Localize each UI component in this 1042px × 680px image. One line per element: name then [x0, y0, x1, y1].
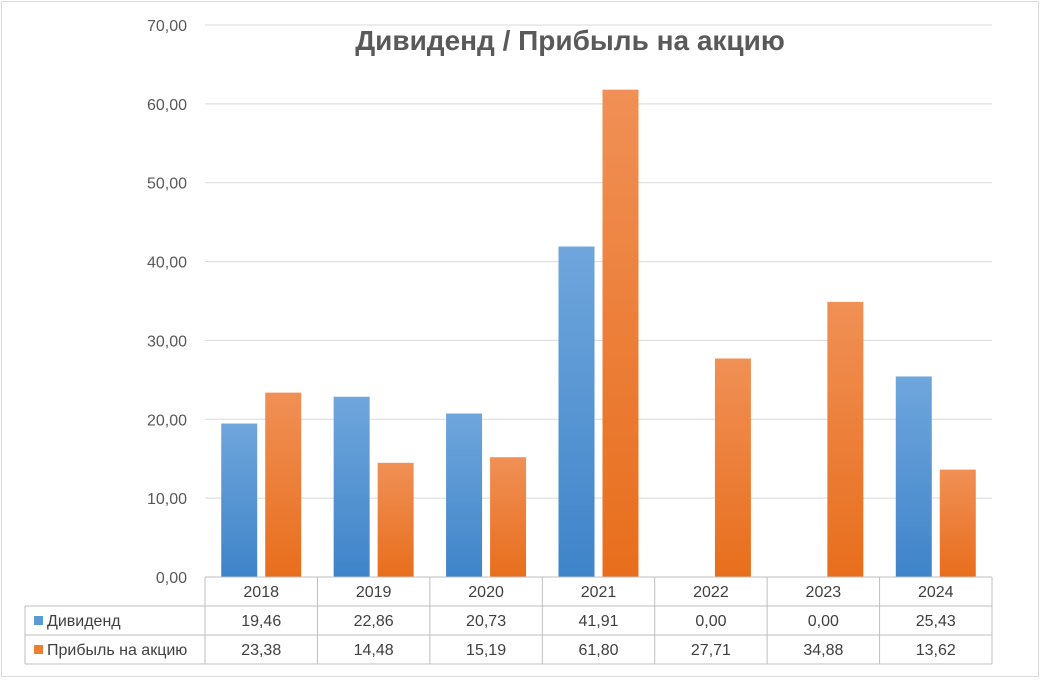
y-tick-label: 10,00 — [147, 491, 187, 508]
x-category-label: 2019 — [356, 584, 392, 601]
data-table-cell: 20,73 — [466, 613, 506, 630]
data-table-cell: 14,48 — [354, 642, 394, 659]
bar-eps-2018 — [265, 392, 302, 577]
y-tick-label: 30,00 — [147, 333, 187, 350]
x-category-label: 2023 — [806, 584, 842, 601]
data-table: 2018 2019 2020 2021 2022 2023 2024 Дивиденд 19,4… — [24, 576, 993, 665]
data-table-cell: 34,88 — [803, 642, 843, 659]
data-table-cell: 23,38 — [241, 642, 281, 659]
bar-eps-2024 — [939, 469, 976, 577]
data-table-cell: 19,46 — [241, 613, 281, 630]
legend-label-dividend: Дивиденд — [47, 613, 121, 630]
bar-dividend-2020 — [446, 413, 483, 577]
legend-label-eps: Прибыль на акцию — [47, 642, 187, 659]
bar-dividend-2024 — [895, 376, 932, 577]
x-category-label: 2018 — [243, 584, 279, 601]
data-table-cell: 15,19 — [466, 642, 506, 659]
gridlines — [205, 24, 992, 578]
y-tick-label: 50,00 — [147, 176, 187, 193]
data-table-cell: 22,86 — [354, 613, 394, 630]
bar-dividend-2019 — [333, 396, 370, 577]
data-table-cell: 61,80 — [578, 642, 618, 659]
bar-eps-2021 — [602, 89, 639, 578]
data-table-cell: 25,43 — [916, 613, 956, 630]
data-table-cell: 27,71 — [691, 642, 731, 659]
y-tick-label: 70,00 — [147, 18, 187, 35]
bar-eps-2023 — [827, 301, 864, 577]
legend-key-eps — [34, 645, 43, 654]
data-table-cell: 0,00 — [808, 613, 839, 630]
y-tick-label: 0,00 — [156, 570, 187, 587]
bars — [221, 89, 976, 578]
bar-eps-2020 — [490, 457, 527, 577]
y-tick-label: 20,00 — [147, 412, 187, 429]
y-axis-ticks: 0,00 10,00 20,00 30,00 40,00 50,00 60,00 70,00 — [147, 18, 187, 587]
chart-title: Дивиденд / Прибыль на акцию — [355, 25, 785, 56]
bar-dividend-2018 — [221, 423, 258, 577]
y-tick-label: 60,00 — [147, 97, 187, 114]
data-table-cell: 13,62 — [916, 642, 956, 659]
data-table-cell: 0,00 — [695, 613, 726, 630]
data-table-cell: 41,91 — [578, 613, 618, 630]
bar-eps-2022 — [714, 358, 751, 577]
x-category-label: 2021 — [581, 584, 617, 601]
legend-key-dividend — [34, 616, 43, 625]
bar-dividend-2021 — [558, 246, 595, 578]
x-category-label: 2020 — [468, 584, 504, 601]
x-category-label: 2024 — [918, 584, 954, 601]
x-category-label: 2022 — [693, 584, 729, 601]
y-tick-label: 40,00 — [147, 255, 187, 272]
bar-eps-2019 — [377, 462, 414, 577]
